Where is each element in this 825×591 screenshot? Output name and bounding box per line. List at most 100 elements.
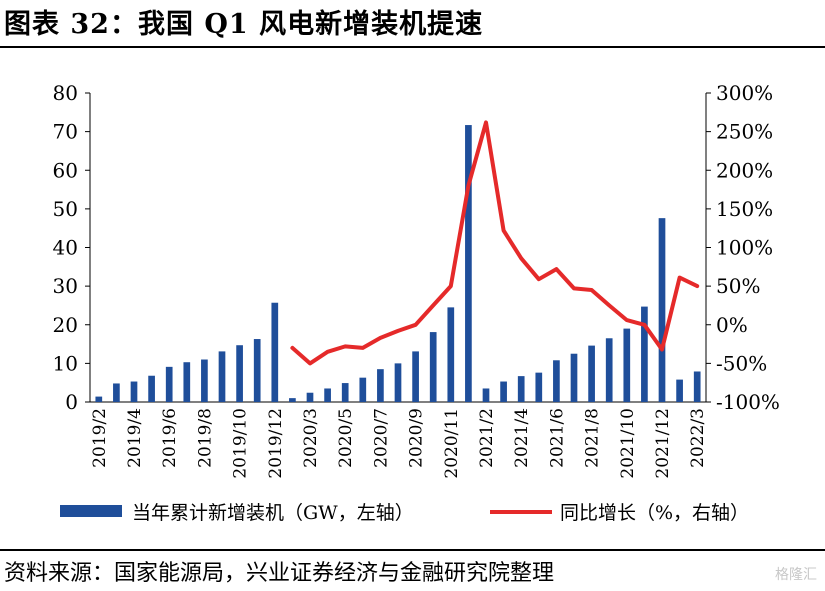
- line-point: [537, 277, 541, 281]
- legend: 当年累计新增装机（GW，左轴） 同比增长（%，右轴）: [60, 502, 749, 524]
- x-tick-label: 2021/2: [477, 408, 497, 468]
- right-tick-label: 250%: [716, 120, 773, 144]
- bar: [148, 375, 155, 402]
- line-point: [343, 344, 347, 348]
- bar: [676, 379, 683, 402]
- left-tick-label: 70: [53, 120, 78, 144]
- left-tick-label: 50: [53, 197, 78, 221]
- bar: [447, 307, 455, 402]
- line-group: [290, 120, 700, 366]
- legend-bar-swatch: [60, 505, 122, 517]
- bar: [500, 381, 507, 402]
- line-point: [396, 329, 400, 333]
- x-tick-label: 2021/8: [583, 408, 603, 468]
- x-tick-label: 2020/9: [407, 408, 427, 468]
- growth-line: [290, 120, 700, 366]
- bar: [429, 332, 437, 402]
- x-tick-label: 2019/12: [266, 408, 286, 479]
- line-point: [378, 336, 382, 340]
- x-tick-label: 2021/10: [618, 408, 638, 479]
- bar: [658, 218, 666, 402]
- x-tick-label: 2021/12: [653, 408, 673, 479]
- line-point: [590, 288, 594, 292]
- right-tick-label: 50%: [716, 274, 760, 298]
- line-point: [466, 184, 470, 188]
- labels-group: 0 10 20 30 40 50 60 70 80 -100% -50% 0% 50% 100% 150% 2…: [53, 81, 780, 479]
- line-point: [449, 284, 453, 288]
- line-point: [554, 267, 558, 271]
- line-point: [502, 229, 506, 233]
- line-point: [695, 284, 699, 288]
- bar: [201, 359, 208, 402]
- bar: [465, 125, 472, 402]
- line-point: [607, 303, 611, 307]
- bar: [165, 366, 173, 402]
- bar: [253, 339, 261, 402]
- x-tick-label: 2020/5: [336, 408, 356, 468]
- line-point: [625, 318, 629, 322]
- left-tick-label: 40: [53, 236, 78, 260]
- x-tick-label: 2019/10: [231, 408, 251, 479]
- right-tick-label: 100%: [716, 236, 773, 260]
- line-point: [642, 323, 646, 327]
- line-point: [308, 361, 312, 365]
- x-tick-label: 2020/7: [371, 408, 391, 468]
- title-rule: [0, 46, 825, 48]
- bar: [535, 372, 543, 402]
- bar: [517, 376, 525, 402]
- bar: [324, 388, 331, 402]
- bar: [641, 306, 648, 402]
- x-tick-label: 2019/8: [195, 408, 215, 468]
- line-point: [484, 120, 488, 124]
- bar: [113, 383, 120, 402]
- left-tick-label: 20: [53, 313, 78, 337]
- right-tick-label: -100%: [716, 390, 780, 414]
- x-tick-label: 2021/4: [512, 408, 532, 468]
- line-point: [326, 350, 330, 354]
- bar: [359, 377, 367, 402]
- bar: [218, 351, 226, 402]
- bar: [95, 396, 103, 402]
- bar: [236, 345, 243, 402]
- left-tick-label: 60: [53, 158, 78, 182]
- left-tick-label: 10: [53, 351, 78, 375]
- bar: [570, 353, 578, 402]
- bar: [605, 338, 613, 402]
- chart: 0 10 20 30 40 50 60 70 80 -100% -50% 0% 50% 100% 150% 2…: [53, 81, 780, 524]
- bar: [623, 328, 631, 402]
- x-tick-label: 2019/6: [160, 408, 180, 468]
- figure-title: 图表 32：我国 Q1 风电新增装机提速: [4, 9, 484, 40]
- bar: [289, 398, 296, 402]
- right-tick-label: -50%: [716, 351, 767, 375]
- bar: [183, 362, 191, 402]
- line-point: [290, 346, 294, 350]
- axes-group: [85, 92, 711, 403]
- line-point: [414, 323, 418, 327]
- bar: [693, 371, 701, 402]
- x-tick-label: 2021/6: [547, 408, 567, 468]
- source-note: 资料来源：国家能源局，兴业证券经济与金融研究院整理: [4, 561, 555, 586]
- line-point: [519, 256, 523, 260]
- x-tick-label: 2020/11: [442, 408, 462, 479]
- x-tick-label: 2019/2: [90, 408, 110, 468]
- bar: [394, 363, 402, 402]
- right-tick-label: 300%: [716, 81, 773, 105]
- bar: [271, 302, 279, 402]
- right-tick-label: 0%: [716, 313, 748, 337]
- left-tick-label: 30: [53, 274, 78, 298]
- x-tick-label: 2022/3: [688, 408, 708, 468]
- bar: [588, 345, 595, 402]
- bar: [553, 360, 560, 402]
- bar: [130, 381, 138, 402]
- bars-group: [95, 125, 701, 402]
- legend-bar-label: 当年累计新增装机（GW，左轴）: [132, 502, 414, 524]
- right-tick-label: 150%: [716, 197, 773, 221]
- bar: [412, 351, 419, 402]
- bar: [482, 388, 490, 402]
- line-point: [431, 303, 435, 307]
- line-point: [361, 346, 365, 350]
- line-point: [572, 286, 576, 290]
- watermark: 格隆汇: [775, 567, 817, 583]
- line-point: [660, 347, 664, 351]
- source-rule: [0, 549, 825, 551]
